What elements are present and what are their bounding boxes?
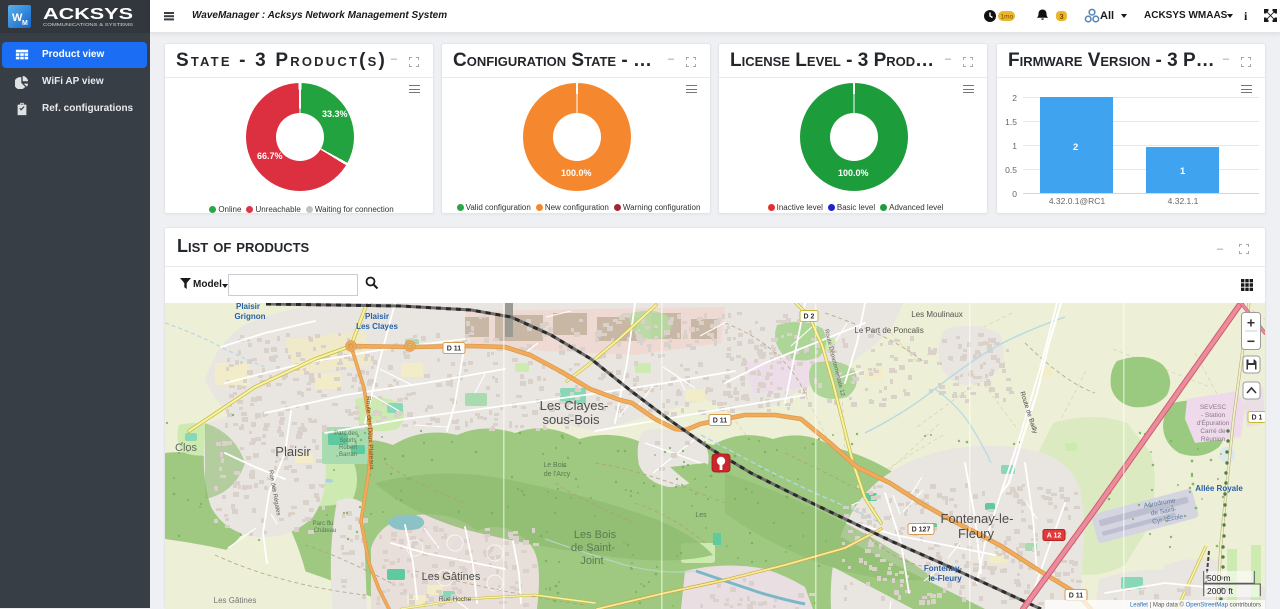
svg-text:de l'Arcy: de l'Arcy	[544, 471, 571, 478]
svg-text:Fontenay-: Fontenay-	[924, 564, 963, 573]
svg-text:Parc du: Parc du	[313, 521, 334, 527]
svg-text:de Saint-: de Saint-	[1150, 506, 1177, 517]
svg-text:D 11: D 11	[1069, 593, 1084, 600]
svg-text:2000 ft: 2000 ft	[1207, 586, 1234, 596]
svg-text:Réunion: Réunion	[1201, 436, 1226, 443]
svg-text:−: −	[1247, 333, 1255, 349]
svg-text:le-Fleury: le-Fleury	[928, 574, 962, 583]
svg-text:A 12: A 12	[1047, 533, 1062, 540]
svg-text:- Station: - Station	[1201, 412, 1226, 419]
svg-text:ACKSYS: ACKSYS	[43, 6, 133, 23]
svg-text:Les Moulinaux: Les Moulinaux	[911, 310, 963, 319]
svg-text:Les Gâtines: Les Gâtines	[214, 596, 257, 605]
svg-text:3: 3	[1060, 12, 1064, 21]
svg-text:W: W	[12, 12, 23, 24]
svg-text:Fleury: Fleury	[958, 526, 995, 541]
svg-text:SEVESC: SEVESC	[1200, 404, 1227, 411]
svg-text:D 127: D 127	[912, 527, 931, 534]
svg-text:COMMUNICATIONS & SYSTEMS: COMMUNICATIONS & SYSTEMS	[43, 22, 133, 27]
svg-text:Route des Deux Plateaux: Route des Deux Plateaux	[364, 396, 375, 471]
svg-text:Rue Hoche: Rue Hoche	[439, 596, 472, 603]
svg-text:Château: Château	[314, 528, 337, 534]
svg-text:de Saint-: de Saint-	[571, 542, 615, 554]
svg-text:Leaflet | Map data © OpenStree: Leaflet | Map data © OpenStreetMap contr…	[1130, 602, 1261, 609]
svg-text:D 11: D 11	[713, 418, 728, 425]
svg-text:Le Part de Poncalis: Le Part de Poncalis	[854, 326, 923, 335]
svg-text:Parc des: Parc des	[334, 431, 358, 437]
svg-text:Les Clayes: Les Clayes	[356, 322, 398, 331]
svg-text:D 1: D 1	[1252, 415, 1263, 422]
svg-text:Carré de: Carré de	[1200, 428, 1226, 435]
svg-text:M: M	[22, 20, 28, 27]
svg-text:Plaisir: Plaisir	[275, 444, 311, 459]
svg-text:Les: Les	[695, 512, 707, 519]
svg-text:Plaisir: Plaisir	[236, 303, 260, 311]
svg-text:Clos: Clos	[175, 442, 198, 454]
svg-text:Les Bois: Les Bois	[574, 529, 617, 541]
svg-text:D 2: D 2	[804, 314, 815, 321]
svg-text:d'Épuration: d'Épuration	[1197, 418, 1230, 427]
svg-text:Allée Royale: Allée Royale	[1195, 484, 1243, 493]
svg-text:1mo: 1mo	[1001, 14, 1014, 21]
svg-text:Sports: Sports	[339, 438, 356, 444]
svg-text:Plaisir: Plaisir	[365, 312, 389, 321]
svg-text:Le Bois: Le Bois	[543, 462, 567, 469]
svg-text:Grignon: Grignon	[234, 312, 265, 321]
svg-text:Robert: Robert	[339, 445, 357, 451]
svg-text:Fontenay-le-: Fontenay-le-	[941, 511, 1014, 526]
svg-text:500 m: 500 m	[1207, 573, 1231, 583]
svg-text:D 11: D 11	[447, 346, 462, 353]
svg-text:sous-Bois: sous-Bois	[542, 412, 600, 427]
svg-text:Les Gâtines: Les Gâtines	[422, 571, 481, 583]
svg-text:Les Clayes-: Les Clayes-	[540, 398, 609, 413]
svg-text:Barran: Barran	[339, 452, 357, 458]
svg-text:+: +	[1247, 315, 1255, 331]
svg-text:Joint: Joint	[580, 555, 603, 567]
